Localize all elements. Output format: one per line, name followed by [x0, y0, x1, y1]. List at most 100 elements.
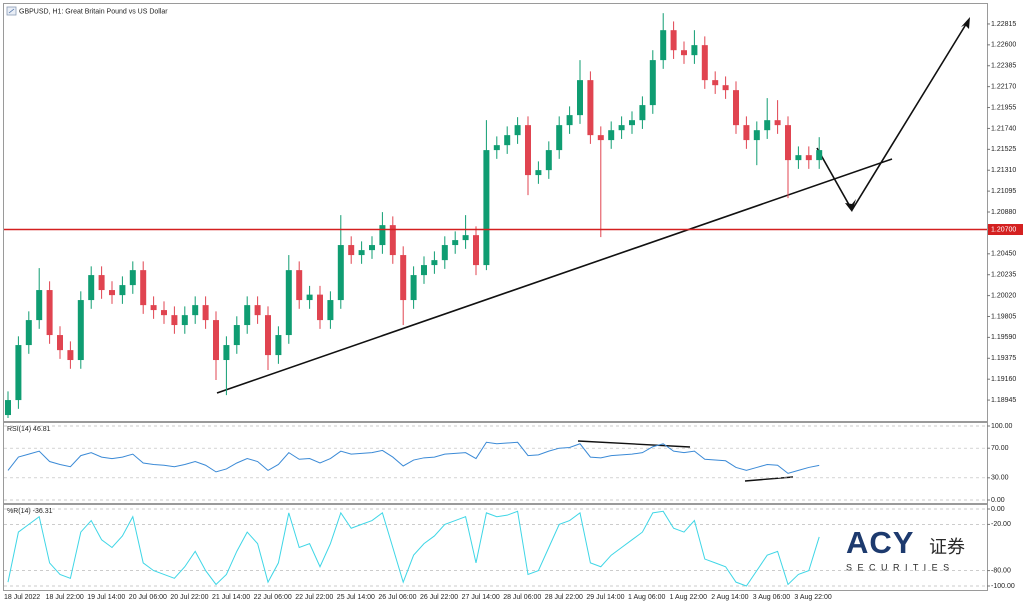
candle-body — [171, 315, 178, 326]
candle-body — [545, 150, 552, 171]
candle-body — [608, 130, 615, 141]
candle-body — [400, 255, 407, 301]
trend-line — [216, 158, 893, 394]
candle-body — [431, 260, 438, 266]
candle-body — [504, 135, 511, 146]
candle-body — [556, 125, 563, 151]
price-level-tag — [988, 224, 1023, 236]
arrow-head — [845, 199, 856, 212]
candle-body — [306, 294, 313, 301]
y-tick-label: 1.22815 — [991, 21, 1016, 28]
y-tick-label: -80.00 — [991, 567, 1011, 574]
y-tick-label: 1.21095 — [991, 188, 1016, 195]
candle-body — [181, 315, 188, 326]
y-tick-label: 1.22600 — [991, 42, 1016, 49]
candle-body — [473, 235, 479, 266]
y-tick-label: 1.19375 — [991, 355, 1016, 362]
chart-title: GBPUSD, H1: Great Britain Pound vs US Do… — [19, 8, 168, 15]
candle-body — [161, 310, 167, 316]
x-tick-label: 18 Jul 2022 — [4, 594, 40, 601]
x-tick-label: 20 Jul 06:00 — [129, 594, 167, 601]
x-tick-label: 18 Jul 22:00 — [46, 594, 84, 601]
y-tick-label: 0.00 — [991, 497, 1005, 504]
rsi-panel — [3, 422, 988, 504]
candle-body — [712, 80, 719, 86]
y-tick-label: -20.00 — [991, 521, 1011, 528]
x-tick-label: 20 Jul 22:00 — [170, 594, 208, 601]
candle-body — [805, 155, 812, 161]
candle-body — [701, 45, 708, 81]
y-tick-label: 100.00 — [991, 423, 1013, 430]
arrow-head — [961, 17, 970, 29]
candle-body — [109, 290, 115, 296]
candle-body — [670, 30, 677, 51]
candle-body — [816, 150, 823, 161]
x-tick-label: 1 Aug 06:00 — [628, 594, 665, 601]
candle-body — [597, 135, 604, 141]
candle-body — [223, 345, 230, 361]
x-tick-label: 3 Aug 06:00 — [753, 594, 790, 601]
candle-body — [410, 275, 417, 301]
x-tick-label: 26 Jul 06:00 — [378, 594, 416, 601]
candle-body — [733, 90, 739, 126]
y-tick-label: 1.18945 — [991, 397, 1016, 404]
indicator-line — [7, 510, 820, 587]
x-tick-label: 27 Jul 14:00 — [462, 594, 500, 601]
brand-suffix: 证券 — [929, 537, 965, 557]
y-tick-label: 1.21310 — [991, 167, 1016, 174]
candle-body — [639, 105, 646, 121]
candle-body — [379, 225, 386, 246]
williams-panel — [3, 504, 988, 591]
candle-body — [317, 294, 323, 321]
y-tick-label: 1.20450 — [991, 251, 1016, 258]
y-tick-label: 1.19160 — [991, 376, 1016, 383]
candle-body — [46, 290, 53, 336]
candle-body — [57, 335, 63, 351]
x-tick-label: 28 Jul 06:00 — [503, 594, 541, 601]
candle-body — [15, 345, 22, 401]
candle-body — [577, 80, 583, 116]
indicator-title: RSI(14) 46.81 — [7, 426, 51, 433]
candle-body — [244, 305, 251, 326]
y-tick-label: 1.20880 — [991, 209, 1016, 216]
candle-body — [795, 155, 802, 161]
x-tick-label: 22 Jul 22:00 — [295, 594, 333, 601]
y-tick-label: 1.20235 — [991, 272, 1016, 279]
candle-body — [337, 245, 344, 301]
candle-body — [753, 130, 760, 141]
candle-body — [129, 270, 136, 286]
candle-body — [67, 350, 74, 361]
candle-body — [202, 305, 209, 321]
candle-body — [25, 320, 32, 346]
y-tick-label: 1.19590 — [991, 334, 1016, 341]
candle-body — [36, 290, 43, 321]
candle-body — [296, 270, 303, 301]
candle-body — [649, 60, 656, 106]
candle-body — [618, 125, 625, 131]
candle-body — [213, 320, 219, 361]
candle-body — [483, 150, 490, 266]
candle-body — [514, 125, 521, 136]
candle-body — [441, 245, 448, 261]
candle-body — [691, 45, 698, 56]
candle-body — [722, 85, 729, 91]
rsi-divergence-line — [577, 440, 691, 448]
candle-body — [389, 225, 396, 256]
candle-body — [452, 240, 459, 246]
chart-icon — [6, 6, 17, 16]
x-tick-label: 2 Aug 14:00 — [711, 594, 748, 601]
candle-body — [369, 245, 375, 251]
x-tick-label: 19 Jul 14:00 — [87, 594, 125, 601]
candle-body — [743, 125, 750, 141]
y-tick-label: 0.00 — [991, 506, 1005, 513]
candle-body — [535, 170, 542, 176]
candle-body — [348, 245, 355, 256]
y-tick-label: 1.21955 — [991, 104, 1016, 111]
brand-tagline: S E C U R I T I E S — [846, 562, 951, 572]
candle-body — [566, 115, 573, 126]
x-tick-label: 21 Jul 14:00 — [212, 594, 250, 601]
candle-body — [660, 30, 667, 61]
x-tick-label: 3 Aug 22:00 — [794, 594, 831, 601]
candle-body — [140, 270, 147, 306]
